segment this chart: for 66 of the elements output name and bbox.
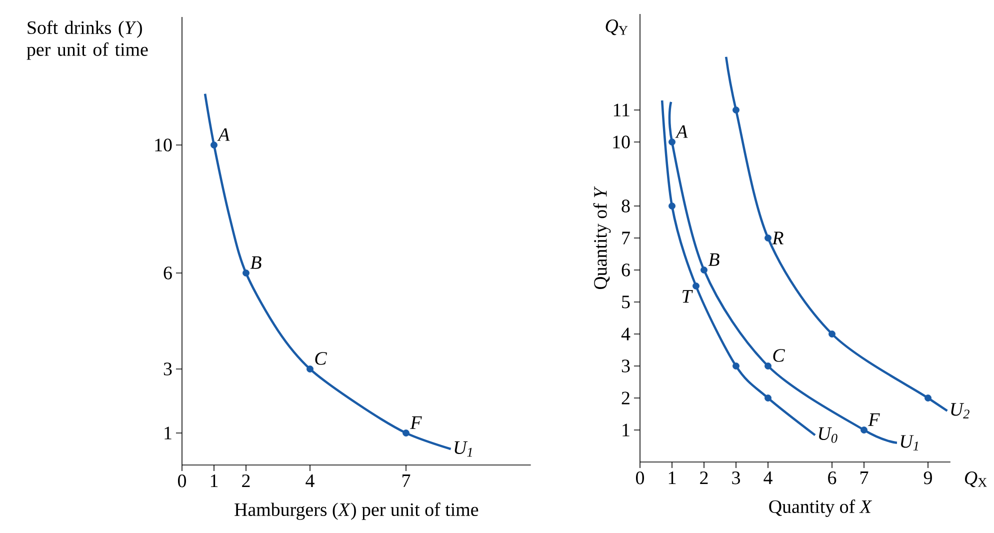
y-tick-label: 1 (164, 426, 172, 440)
x-axis-title: Hamburgers (X) per unit of time (234, 502, 478, 520)
x-tick-label: 6 (828, 472, 836, 484)
x-axis-title: Quantity of X (769, 500, 872, 517)
x-tick-label: 7 (402, 474, 410, 487)
series-label: U$_{2}$ (951, 403, 970, 418)
text: Q$_{Y}$ (606, 20, 628, 36)
x-tick-label: 2 (700, 472, 708, 484)
x-tick-label: 7 (860, 472, 868, 484)
series-label: U$_{1}$ (454, 441, 472, 457)
x-tick-label: 0 (636, 472, 644, 484)
x-tick-label: 9 (924, 472, 932, 484)
y-axis-title: Soft drinks (Y) per unit of time (26, 20, 148, 60)
x-tick-label: 3 (732, 472, 740, 484)
annotation: B (708, 253, 720, 266)
y-tick-label: 5 (622, 296, 630, 308)
annotation: C (315, 352, 327, 365)
y-tick-label: 3 (164, 362, 172, 376)
point (860, 426, 868, 434)
y-tick-label: 8 (622, 200, 630, 212)
point (668, 202, 676, 210)
series-label: U$_{0}$ (818, 427, 838, 443)
point (924, 394, 932, 402)
annotation: C (773, 349, 785, 362)
y-tick-label: 3 (622, 360, 630, 372)
annotation: F (410, 416, 422, 429)
x-tick-label: 2 (242, 474, 250, 488)
series-label: U$_{1}$ (900, 435, 918, 450)
point (700, 266, 708, 274)
y-tick-label: 6 (164, 266, 172, 280)
point (764, 394, 772, 402)
x-tick-label: 4 (764, 472, 772, 484)
point (764, 362, 772, 370)
x-tick-label: 1 (668, 472, 676, 484)
annotation: F (868, 413, 880, 426)
point (210, 142, 218, 148)
line-series (724, 56, 948, 412)
y-tick-label: 10 (155, 138, 172, 152)
annotation: A (217, 128, 230, 141)
line-series (204, 92, 452, 450)
line-series (660, 99, 816, 436)
y-tick-label: 10 (613, 136, 630, 148)
y-tick-label: 4 (621, 328, 630, 340)
point (402, 430, 410, 436)
x-tick-label: 4 (306, 474, 314, 487)
y-tick-label: 11 (614, 104, 630, 116)
y-tick-label: 1 (622, 424, 630, 436)
x-tick-label: 0 (178, 474, 186, 488)
point (764, 234, 772, 242)
point (732, 106, 740, 114)
point (732, 362, 740, 370)
point (242, 270, 250, 276)
point (668, 138, 676, 146)
y-tick-label: 7 (622, 232, 630, 244)
point (828, 330, 836, 338)
annotation: R (772, 232, 784, 244)
annotation: A (675, 125, 688, 138)
text: Q$_{X}$ (964, 472, 987, 488)
y-axis-title: Quantity of Y (593, 186, 611, 290)
y-tick-label: 2 (622, 392, 630, 404)
annotation: B (250, 256, 262, 269)
point (692, 282, 700, 290)
point (306, 366, 314, 372)
y-tick-label: 6 (622, 264, 630, 276)
x-tick-label: 1 (210, 474, 218, 488)
annotation: T (682, 290, 693, 303)
